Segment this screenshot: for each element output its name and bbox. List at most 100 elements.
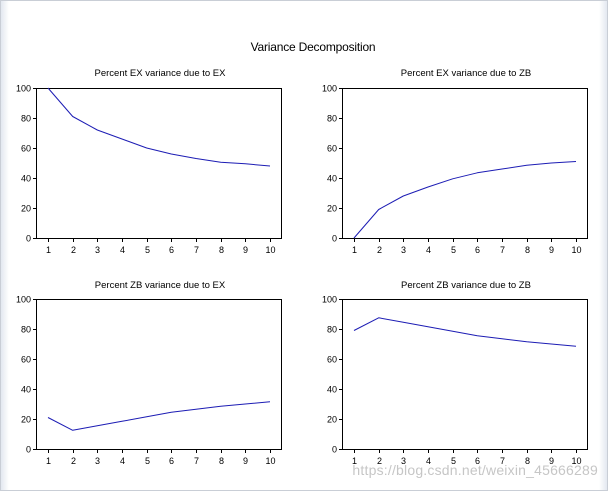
x-tick-label: 10 [265, 245, 275, 255]
x-tick-label: 4 [426, 456, 431, 466]
series-line-ex [47, 401, 271, 431]
data-point [195, 158, 196, 159]
y-tick-label: 20 [327, 415, 337, 425]
x-tick-label: 6 [169, 245, 174, 255]
x-tick-label: 6 [475, 245, 480, 255]
x-tick-label: 5 [451, 245, 456, 255]
x-tick-label: 1 [46, 245, 51, 255]
data-point [378, 209, 379, 210]
data-point [427, 186, 428, 187]
data-point [477, 335, 478, 336]
x-tick-label: 8 [219, 245, 224, 255]
y-tick-label: 60 [327, 355, 337, 365]
data-point [146, 416, 147, 417]
x-tick-label: 1 [352, 245, 357, 255]
chart-panel-1: Percent EX variance due to EX 0 20 40 60 80 10… [16, 68, 282, 255]
data-point [403, 195, 404, 196]
data-point [575, 161, 576, 162]
y-tick-label: 60 [327, 144, 337, 154]
data-point [47, 417, 48, 418]
y-tick-label: 0 [26, 445, 31, 455]
data-point [551, 162, 552, 163]
x-tick-label: 4 [426, 245, 431, 255]
data-point [47, 87, 48, 88]
x-tick-label: 10 [571, 245, 581, 255]
plot-frame [36, 299, 282, 450]
data-point [121, 421, 122, 422]
y-tick-label: 0 [332, 445, 337, 455]
chart-panel-2: Percent EX variance due to ZB 0 20 40 60 80 10… [322, 68, 588, 255]
x-tick-label: 1 [352, 456, 357, 466]
x-tick-label: 5 [145, 245, 150, 255]
figure-title: Variance Decomposition [250, 40, 376, 54]
y-tick-label: 60 [21, 144, 31, 154]
data-point [220, 162, 221, 163]
data-point [551, 343, 552, 344]
x-tick-label: 2 [377, 456, 382, 466]
y-tick-label: 40 [21, 385, 31, 395]
data-point [269, 165, 270, 166]
x-tick-label: 2 [71, 245, 76, 255]
y-tick-label: 80 [327, 114, 337, 124]
y-tick-label: 80 [21, 325, 31, 335]
data-point [269, 401, 270, 402]
panel-title: Percent ZB variance due to ZB [401, 280, 531, 291]
watermark-url: https://blog.csdn.net/weixin_45666289 [352, 462, 598, 478]
data-point [97, 425, 98, 426]
x-tick-label: 5 [451, 456, 456, 466]
x-tick-label: 3 [95, 456, 100, 466]
y-tick-label: 40 [21, 174, 31, 184]
y-tick-label: 0 [26, 234, 31, 244]
panel-title: Percent EX variance due to EX [95, 68, 227, 79]
y-tick-label: 100 [16, 84, 31, 94]
x-tick-label: 3 [401, 245, 406, 255]
y-tick-label: 100 [322, 295, 337, 305]
x-tick-label: 7 [500, 245, 505, 255]
x-tick-label: 7 [194, 245, 199, 255]
data-point [403, 322, 404, 323]
data-point [501, 338, 502, 339]
y-tick-label: 100 [322, 84, 337, 94]
y-tick-label: 20 [21, 415, 31, 425]
x-tick-label: 3 [95, 245, 100, 255]
data-point [146, 147, 147, 148]
data-point [220, 406, 221, 407]
data-point [452, 178, 453, 179]
panel-title: Percent EX variance due to ZB [401, 68, 531, 79]
y-tick-label: 80 [21, 114, 31, 124]
y-tick-label: 40 [327, 385, 337, 395]
plot-frame [342, 299, 588, 450]
x-tick-label: 6 [169, 456, 174, 466]
y-tick-label: 20 [327, 204, 337, 214]
data-point [195, 409, 196, 410]
data-point [97, 129, 98, 130]
x-tick-label: 9 [549, 245, 554, 255]
data-point [575, 346, 576, 347]
x-tick-label: 9 [243, 245, 248, 255]
data-point [72, 116, 73, 117]
y-tick-label: 40 [327, 174, 337, 184]
x-tick-label: 7 [500, 456, 505, 466]
x-tick-label: 3 [401, 456, 406, 466]
y-tick-label: 80 [327, 325, 337, 335]
panel-title: Percent ZB variance due to EX [95, 280, 226, 291]
series-line-zb [353, 161, 577, 239]
y-tick-label: 0 [332, 234, 337, 244]
x-tick-label: 9 [549, 456, 554, 466]
x-tick-label: 1 [46, 456, 51, 466]
x-tick-label: 5 [145, 456, 150, 466]
x-tick-label: 8 [219, 456, 224, 466]
x-tick-label: 10 [571, 456, 581, 466]
x-tick-label: 10 [265, 456, 275, 466]
series-line-zb [353, 317, 577, 347]
x-tick-label: 6 [475, 456, 480, 466]
data-point [501, 168, 502, 169]
y-tick-label: 20 [21, 204, 31, 214]
data-point [245, 163, 246, 164]
data-point [526, 165, 527, 166]
x-tick-label: 4 [120, 456, 125, 466]
data-point [353, 237, 354, 238]
data-point [452, 331, 453, 332]
data-point [427, 326, 428, 327]
x-tick-label: 4 [120, 245, 125, 255]
